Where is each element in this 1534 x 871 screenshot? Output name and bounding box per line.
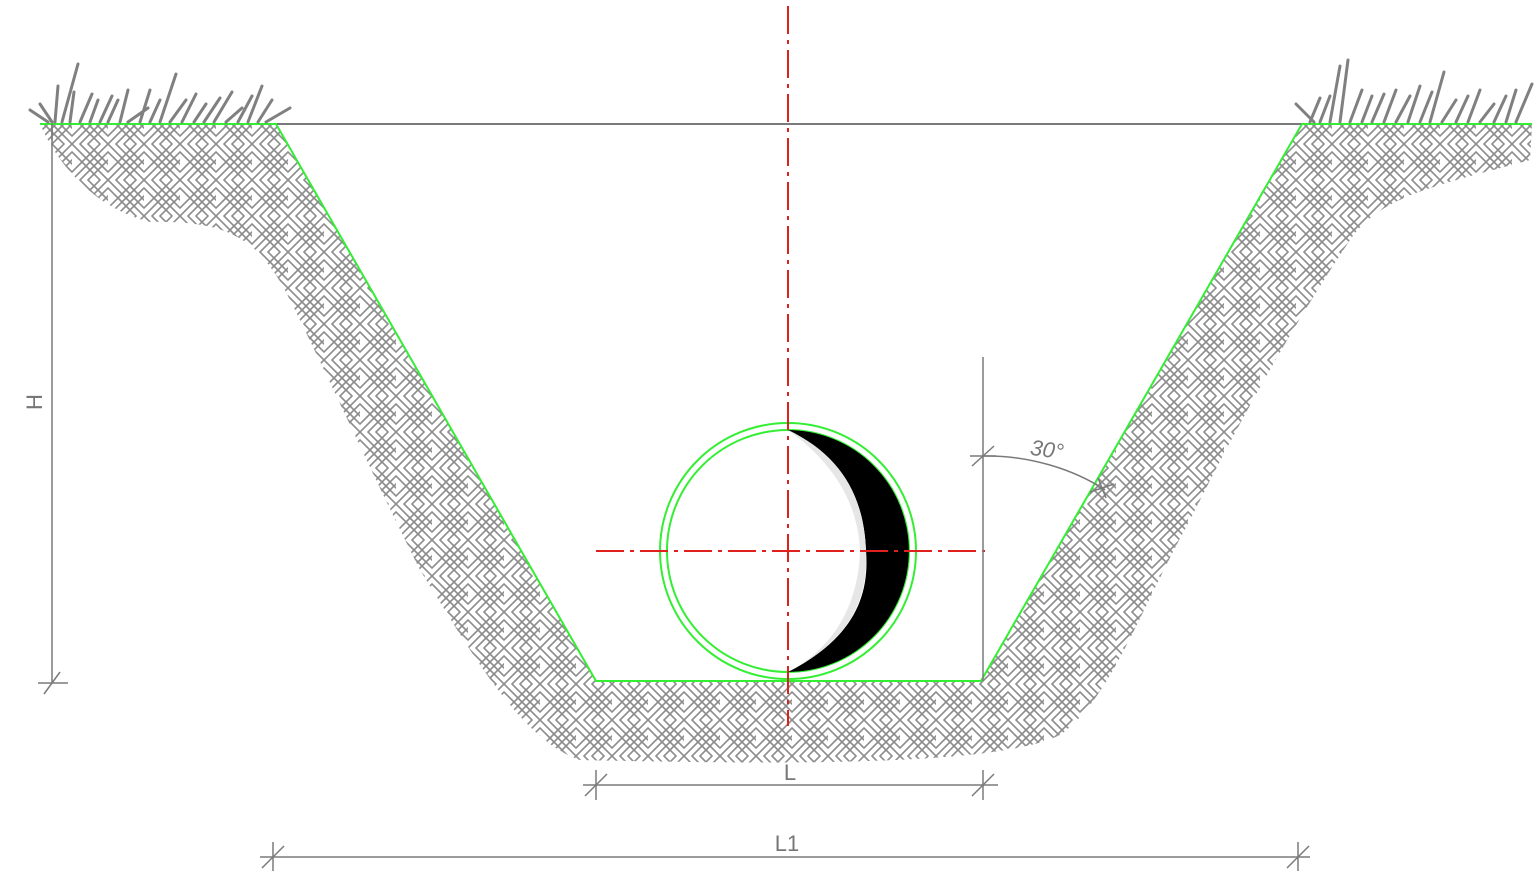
soil-hatch-region [40,124,1532,763]
bottom-width-label: L [784,760,796,785]
pipe-shaded-crescent [788,430,909,672]
pipe-crescent-highlight [788,430,867,672]
slope-angle-dimension [970,357,1115,681]
grass-tuft-icon [28,62,292,124]
top-width-dimension [260,842,1310,871]
height-dimension [38,124,68,695]
grass-tuft-icon [1294,58,1534,124]
bottom-width-dimension [583,770,998,800]
height-label: H [22,394,47,410]
slope-angle-label: 30° [1029,435,1066,464]
top-width-label: L1 [775,831,799,856]
